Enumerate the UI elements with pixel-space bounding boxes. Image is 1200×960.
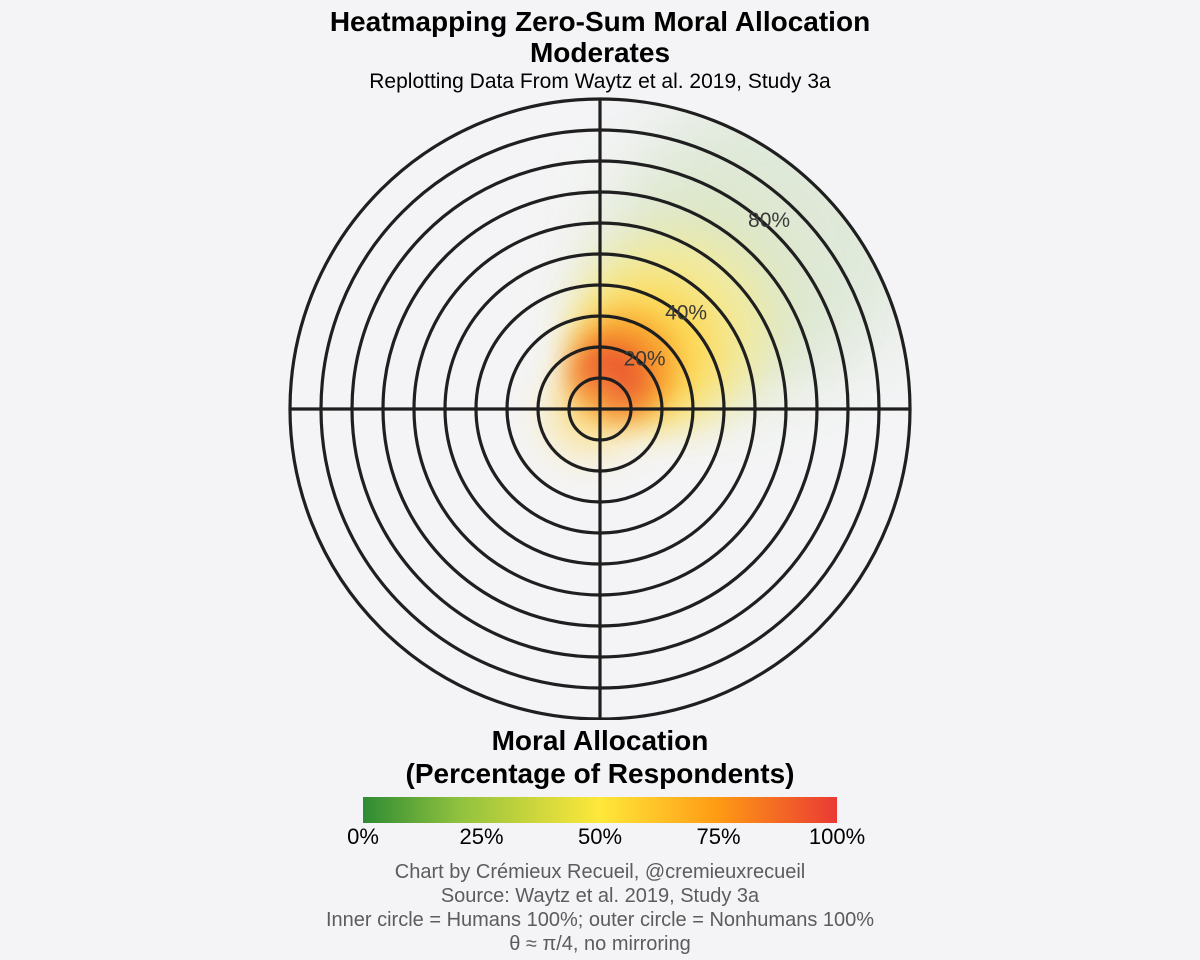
legend-tick-2: 50% [577, 824, 623, 849]
heatmap-density [548, 99, 910, 454]
caption-source: Source: Waytz et al. 2019, Study 3a [440, 885, 760, 907]
legend-subtitle: (Percentage of Respondents) [405, 758, 795, 789]
legend-tick-3: 75% [696, 824, 741, 849]
polar-grid [288, 97, 912, 720]
legend-tick-0: 0% [347, 824, 379, 849]
chart-title: Heatmapping Zero-Sum Moral Allocation [329, 6, 871, 37]
polar-heatmap: 20% 40% 80% [288, 97, 912, 720]
caption-credit: Chart by Crémieux Recueil, @cremieuxrecu… [394, 861, 806, 883]
chart-subtitle: Replotting Data From Waytz et al. 2019, … [369, 70, 831, 93]
ring-label-40pct: 40% [665, 301, 707, 324]
legend-title: Moral Allocation [491, 725, 709, 756]
legend-color-bar [363, 797, 837, 823]
ring-label-80pct: 80% [748, 209, 790, 232]
chart-title-group: Moderates [529, 37, 671, 68]
caption-legend-note: Inner circle = Humans 100%; outer circle… [325, 909, 875, 931]
caption-angle-note: θ ≈ π/4, no mirroring [509, 933, 691, 955]
heat-blob-center [548, 373, 629, 454]
legend-tick-1: 25% [459, 824, 504, 849]
ring-label-20pct: 20% [624, 347, 666, 370]
ring-labels: 20% 40% 80% [624, 209, 790, 370]
legend-tick-4: 100% [808, 824, 866, 849]
